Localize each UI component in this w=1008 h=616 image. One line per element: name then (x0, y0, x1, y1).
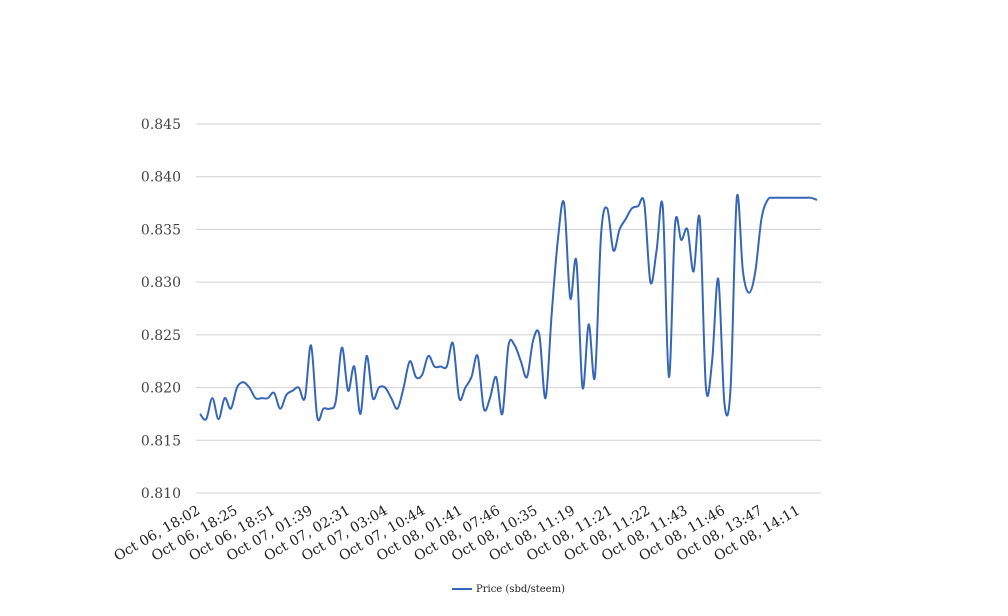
gridlines (196, 123, 821, 494)
y-tick-label: 0.835 (141, 222, 181, 238)
y-tick-label: 0.820 (141, 381, 181, 397)
y-tick-label: 0.845 (141, 117, 181, 133)
legend[interactable]: Price (sbd/steem) (452, 584, 565, 595)
y-tick-label: 0.815 (141, 433, 181, 449)
series-layer (199, 193, 818, 422)
y-tick-label: 0.810 (141, 486, 181, 502)
legend-label: Price (sbd/steem) (476, 584, 565, 595)
series-line-price (199, 193, 818, 422)
y-tick-label: 0.830 (141, 275, 181, 291)
y-axis-tick-labels: 0.810 0.815 0.820 0.825 0.830 0.835 0.840 0.845 (141, 117, 181, 502)
y-tick-label: 0.840 (141, 170, 181, 186)
y-tick-label: 0.825 (141, 328, 181, 344)
